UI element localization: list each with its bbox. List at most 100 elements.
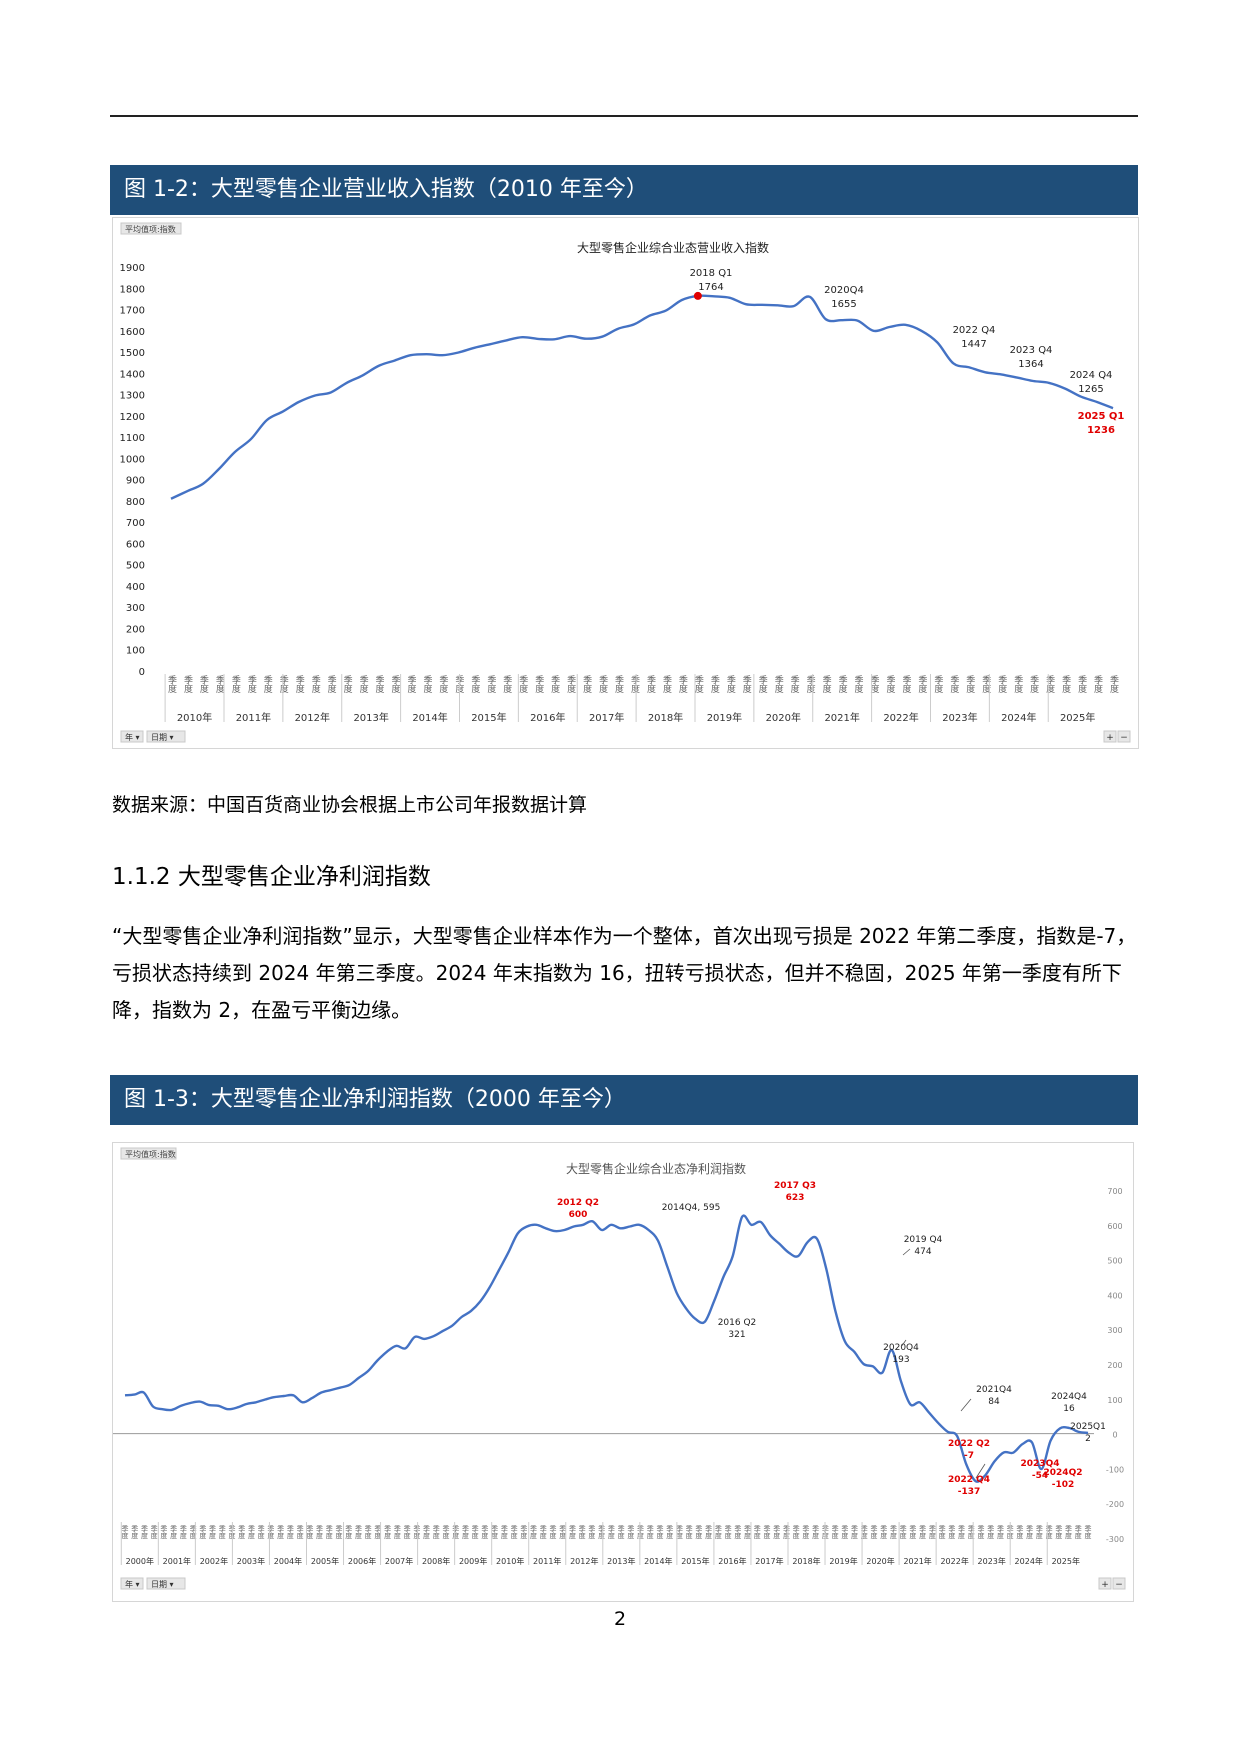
quarter-tick-label: 季度: [1092, 674, 1103, 694]
quarter-tick-label: 季度: [326, 674, 337, 694]
series-line: [170, 294, 1114, 500]
y-tick-label: 500: [126, 561, 145, 572]
data-label: 2022 Q4: [953, 325, 996, 336]
y-tick-label: 1900: [120, 263, 145, 274]
x-year-label: 2014年: [644, 1556, 672, 1566]
x-year-label: 2022年: [883, 711, 918, 724]
quarter-tick-label: 季度: [384, 1524, 392, 1540]
quarter-tick-label: 季度: [405, 674, 416, 694]
quarter-tick-label: 季度: [189, 1524, 197, 1540]
x-year-label: 2009年: [459, 1556, 487, 1566]
expand-button: [1098, 1577, 1112, 1590]
x-year-label: 2000年: [126, 1556, 154, 1566]
x-year-label: 2012年: [570, 1556, 598, 1566]
quarter-tick-label: 季度: [437, 674, 448, 694]
quarter-tick-label: 季度: [453, 674, 464, 694]
data-label: 2016 Q2: [718, 1318, 757, 1328]
y-tick-label: 900: [126, 476, 145, 487]
year-filter-label: 年 ▾: [125, 1579, 140, 1589]
quarter-tick-label: 季度: [967, 1524, 975, 1540]
quarter-tick-label: 季度: [1045, 1524, 1053, 1540]
quarter-tick-label: 季度: [734, 1524, 742, 1540]
y-tick-label: -300: [1106, 1535, 1124, 1544]
quarter-tick-label: 季度: [661, 674, 672, 694]
quarter-tick-label: 季度: [980, 674, 991, 694]
quarter-tick-label: 季度: [471, 1524, 479, 1540]
x-year-label: 2022年: [940, 1556, 968, 1566]
quarter-tick-label: 季度: [423, 1524, 431, 1540]
x-year-label: 2023年: [942, 711, 977, 724]
x-year-label: 2020年: [766, 711, 801, 724]
x-year-label: 2003年: [237, 1556, 265, 1566]
data-label: 600: [569, 1210, 588, 1220]
x-year-label: 2018年: [648, 711, 683, 724]
chart-title: 大型零售企业综合业态营业收入指数: [577, 240, 769, 255]
x-year-label: 2013年: [607, 1556, 635, 1566]
quarter-tick-label: 季度: [452, 1524, 460, 1540]
quarter-tick-label: 季度: [209, 1524, 217, 1540]
quarter-tick-label: 季度: [286, 1524, 294, 1540]
quarter-tick-label: 季度: [539, 1524, 547, 1540]
y-tick-label: 200: [1107, 1361, 1122, 1370]
year-filter-label: 年 ▾: [125, 732, 140, 742]
x-year-label: 2002年: [200, 1556, 228, 1566]
y-tick-label: 700: [1107, 1187, 1122, 1196]
data-label-leader: [902, 1248, 911, 1256]
quarter-tick-label: 季度: [884, 674, 895, 694]
figure1-caption: 图 1-2：大型零售企业营业收入指数（2010 年至今）: [110, 165, 1138, 215]
page-number: 2: [613, 1608, 627, 1630]
y-tick-label: 1800: [120, 284, 145, 295]
pivot-value-chip: [120, 222, 182, 235]
data-label: 1236: [1087, 425, 1115, 436]
data-label: -7: [964, 1451, 974, 1461]
quarter-tick-label: 季度: [841, 1524, 849, 1540]
y-tick-label: 0: [139, 667, 145, 678]
quarter-tick-label: 季度: [666, 1524, 674, 1540]
data-label: 1364: [1018, 359, 1043, 370]
y-tick-label: 1200: [120, 412, 145, 423]
x-year-label: 2008年: [422, 1556, 450, 1566]
quarter-tick-label: 季度: [821, 674, 832, 694]
expand-button-label: +: [1101, 1580, 1109, 1590]
pivot-value-chip: [120, 1147, 177, 1160]
quarter-tick-label: 季度: [481, 1524, 489, 1540]
year-filter-button: [120, 1577, 144, 1590]
quarter-tick-label: 季度: [325, 1524, 333, 1540]
data-label: 84: [988, 1397, 1000, 1407]
quarter-tick-label: 季度: [294, 674, 305, 694]
quarter-tick-label: 季度: [987, 1524, 995, 1540]
quarter-tick-label: 季度: [354, 1524, 362, 1540]
quarter-tick-label: 季度: [695, 1524, 703, 1540]
quarter-tick-label: 季度: [889, 1524, 897, 1540]
quarter-tick-label: 季度: [693, 674, 704, 694]
quarter-tick-label: 季度: [1035, 1524, 1043, 1540]
quarter-tick-label: 季度: [831, 1524, 839, 1540]
quarter-tick-label: 季度: [1074, 1524, 1082, 1540]
data-label: 16: [1063, 1404, 1075, 1414]
quarter-tick-label: 季度: [773, 1524, 781, 1540]
quarter-tick-label: 季度: [909, 1524, 917, 1540]
data-label: 1265: [1078, 384, 1103, 395]
quarter-tick-label: 季度: [685, 1524, 693, 1540]
quarter-tick-label: 季度: [837, 674, 848, 694]
quarter-tick-label: 季度: [792, 1524, 800, 1540]
quarter-tick-label: 季度: [166, 674, 177, 694]
quarter-tick-label: 季度: [1065, 1524, 1073, 1540]
quarter-tick-label: 季度: [597, 674, 608, 694]
date-filter-button: [146, 730, 186, 743]
x-year-label: 2020年: [866, 1556, 894, 1566]
quarter-tick-label: 季度: [948, 674, 959, 694]
data-label: 2018 Q1: [690, 268, 733, 279]
quarter-tick-label: 季度: [645, 674, 656, 694]
data-label: -137: [958, 1487, 981, 1497]
quarter-tick-label: 季度: [870, 1524, 878, 1540]
data-label-leader: [975, 1463, 986, 1479]
date-filter-label: 日期 ▾: [151, 1580, 174, 1589]
quarter-tick-label: 季度: [607, 1524, 615, 1540]
figure2-chart: 平均值项:指数 大型零售企业综合业态净利润指数 -300 -200 -100 0 100 20…: [112, 1142, 1134, 1602]
quarter-tick-label: 季度: [581, 674, 592, 694]
quarter-tick-label: 季度: [928, 1524, 936, 1540]
x-year-label: 2010年: [496, 1556, 524, 1566]
data-label: 1764: [698, 282, 723, 293]
quarter-tick-label: 季度: [342, 674, 353, 694]
